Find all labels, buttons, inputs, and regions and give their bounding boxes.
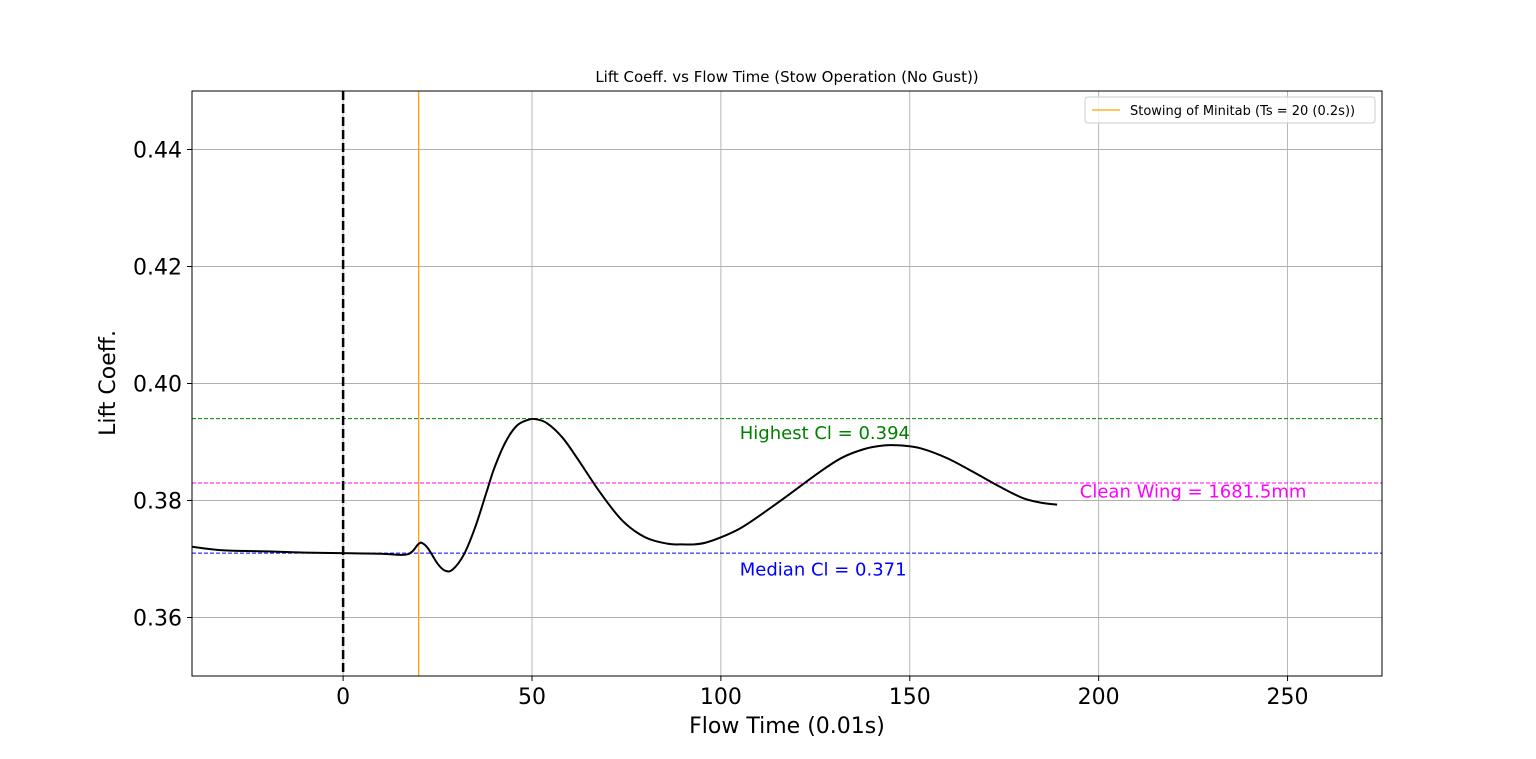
x-tick-label: 50 [518, 685, 546, 710]
series-layer [191, 417, 1058, 573]
legend: Stowing of Minitab (Ts = 20 (0.2s)) [1084, 96, 1376, 124]
x-axis-title: Flow Time (0.01s) [689, 714, 885, 739]
ticks-layer: 0 50 100 150 200 250 0.36 0.38 0.40 0.42 0.44 [133, 139, 1309, 711]
chart-title: Lift Coeff. vs Flow Time (Stow Operation… [595, 68, 978, 86]
legend-box [1084, 96, 1376, 124]
y-tick-label: 0.40 [133, 373, 182, 398]
y-tick-label: 0.44 [133, 139, 182, 164]
y-tick-label: 0.42 [133, 256, 182, 281]
annotation-label: Median Cl = 0.371 [740, 559, 907, 580]
legend-entry-label: Stowing of Minitab (Ts = 20 (0.2s)) [1130, 104, 1355, 119]
x-tick-label: 200 [1078, 685, 1120, 710]
grid-layer [192, 91, 1382, 676]
y-axis-title: Lift Coeff. [96, 330, 121, 436]
x-tick-label: 150 [889, 685, 931, 710]
x-tick-label: 250 [1267, 685, 1309, 710]
annotation-label: Highest Cl = 0.394 [740, 423, 910, 444]
annotations-layer: Highest Cl = 0.394 Clean Wing = 1681.5mm M… [740, 423, 1307, 580]
x-tick-label: 0 [336, 685, 350, 710]
annotation-label: Clean Wing = 1681.5mm [1080, 482, 1307, 503]
reference-lines [192, 91, 1382, 676]
lift-coefficient-line [191, 417, 1058, 573]
x-tick-label: 100 [700, 685, 742, 710]
y-tick-label: 0.36 [133, 607, 182, 632]
y-tick-label: 0.38 [133, 490, 182, 515]
